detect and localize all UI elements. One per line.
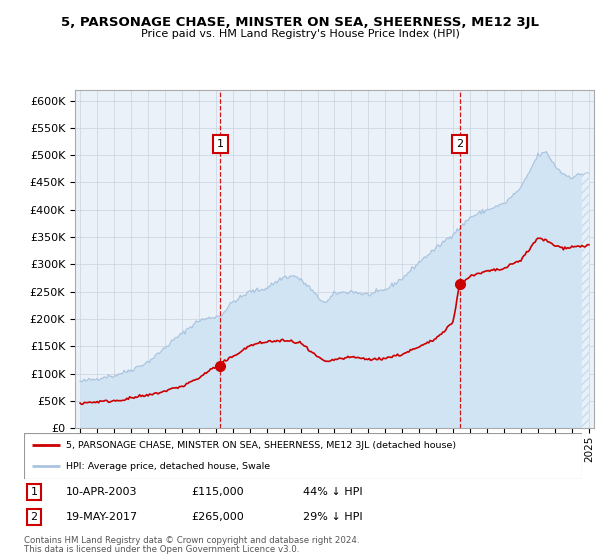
Text: £115,000: £115,000	[191, 487, 244, 497]
Text: 29% ↓ HPI: 29% ↓ HPI	[303, 512, 362, 522]
Text: This data is licensed under the Open Government Licence v3.0.: This data is licensed under the Open Gov…	[24, 545, 299, 554]
Text: HPI: Average price, detached house, Swale: HPI: Average price, detached house, Swal…	[66, 462, 270, 471]
Text: 1: 1	[217, 139, 224, 149]
Text: 44% ↓ HPI: 44% ↓ HPI	[303, 487, 362, 497]
Text: 2: 2	[31, 512, 38, 522]
Text: 5, PARSONAGE CHASE, MINSTER ON SEA, SHEERNESS, ME12 3JL: 5, PARSONAGE CHASE, MINSTER ON SEA, SHEE…	[61, 16, 539, 29]
Text: 19-MAY-2017: 19-MAY-2017	[66, 512, 138, 522]
Text: Contains HM Land Registry data © Crown copyright and database right 2024.: Contains HM Land Registry data © Crown c…	[24, 536, 359, 545]
Text: £265,000: £265,000	[191, 512, 244, 522]
Text: 2: 2	[456, 139, 463, 149]
Text: Price paid vs. HM Land Registry's House Price Index (HPI): Price paid vs. HM Land Registry's House …	[140, 29, 460, 39]
Text: 5, PARSONAGE CHASE, MINSTER ON SEA, SHEERNESS, ME12 3JL (detached house): 5, PARSONAGE CHASE, MINSTER ON SEA, SHEE…	[66, 441, 456, 450]
Text: 10-APR-2003: 10-APR-2003	[66, 487, 137, 497]
Text: 1: 1	[31, 487, 38, 497]
